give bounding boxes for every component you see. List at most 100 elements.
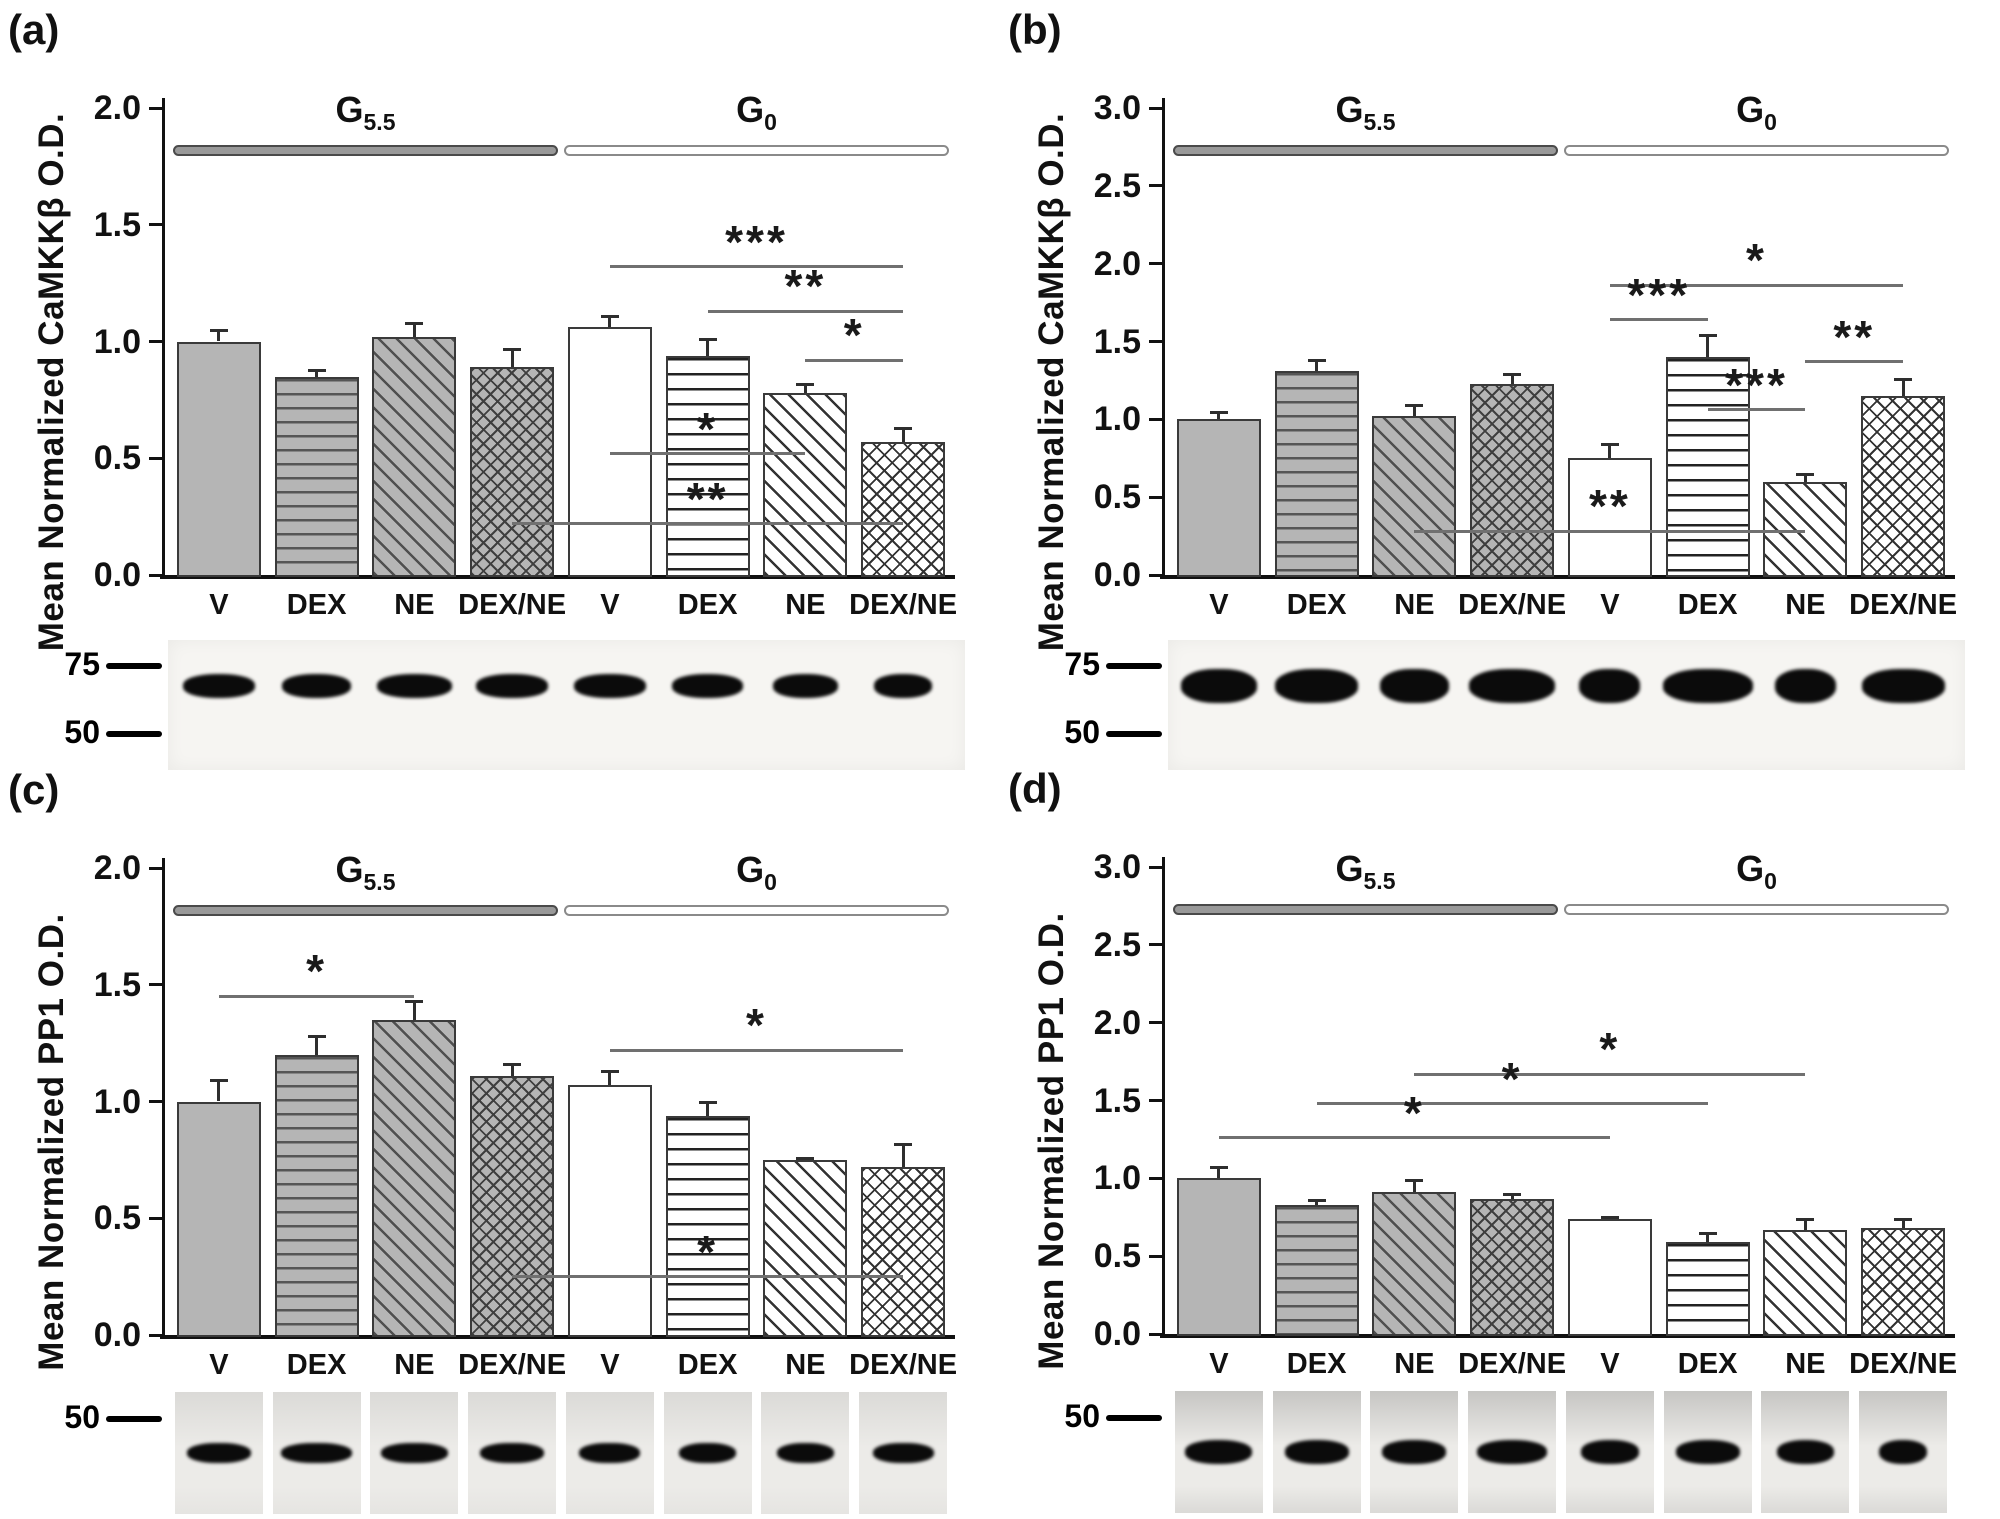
error-bar-cap	[1698, 334, 1717, 338]
group-bar-g55	[1172, 904, 1559, 916]
error-bar-cap	[1405, 1178, 1424, 1182]
y-tick-label: 2.5	[1093, 925, 1141, 964]
category-label: DEX/NE	[458, 1349, 567, 1381]
significance-stars: ***	[1725, 358, 1788, 411]
error-bar-cap	[503, 1063, 522, 1067]
y-tick-label: 0.5	[93, 1199, 141, 1238]
mw-marker-label: 50	[1064, 1397, 1100, 1434]
y-tick-label: 2.0	[1093, 244, 1141, 283]
significance-stars: *	[697, 1225, 719, 1278]
y-tick-mark	[1149, 1176, 1162, 1180]
blot-band	[1185, 1440, 1253, 1464]
error-bar	[706, 1101, 710, 1116]
error-bar	[412, 322, 416, 337]
significance-stars: **	[1588, 480, 1631, 533]
mw-marker-label: 50	[64, 1398, 100, 1435]
error-bar	[1412, 1179, 1416, 1193]
significance-stars: **	[1833, 310, 1876, 363]
blot-band	[573, 674, 646, 698]
significance-stars: *	[746, 999, 767, 1052]
bar	[1861, 1228, 1946, 1336]
bar	[470, 1075, 555, 1337]
group-label-g0: G0	[736, 89, 777, 136]
y-tick-label: 0.5	[1093, 1237, 1141, 1276]
category-label: V	[600, 1349, 620, 1381]
bar	[1372, 1192, 1457, 1336]
error-bar-cap	[503, 347, 522, 351]
bar	[470, 367, 555, 577]
category-label: DEX/NE	[458, 589, 567, 621]
blot-band	[476, 674, 549, 698]
error-bar-cap	[1209, 410, 1228, 414]
error-bar-cap	[1209, 1166, 1228, 1170]
significance-stars: ***	[1627, 268, 1691, 321]
error-bar-cap	[1503, 373, 1522, 377]
bar	[763, 1159, 848, 1337]
category-label: NE	[785, 589, 826, 621]
panel-c: (c) Mean Normalized PP1 O.D. 0.0 0.5 1.0 1.5 2…	[0, 760, 1000, 1519]
significance-stars: *	[1501, 1052, 1523, 1105]
y-tick-mark	[1149, 340, 1162, 343]
group-bar-g0	[563, 145, 950, 157]
error-bar-cap	[600, 1070, 619, 1074]
bar	[176, 341, 261, 577]
blot-band	[1662, 669, 1753, 703]
blot-band	[1476, 1440, 1548, 1464]
mw-marker-dash	[106, 730, 162, 737]
significance-line	[1316, 1102, 1708, 1106]
y-tick-mark	[1149, 1099, 1162, 1102]
y-tick-mark	[149, 223, 162, 227]
bar	[1176, 419, 1261, 577]
error-bar-cap	[1894, 1217, 1913, 1221]
blot-band	[282, 674, 351, 698]
y-tick-label: 0.0	[93, 1316, 141, 1354]
bar	[861, 441, 946, 577]
blot-band	[376, 674, 453, 698]
bar	[1665, 1242, 1750, 1336]
error-bar	[510, 1064, 514, 1076]
category-label: DEX	[1286, 589, 1347, 621]
bar	[1763, 1229, 1848, 1336]
error-bar-cap	[698, 1100, 717, 1104]
panel-letter: (d)	[1008, 765, 1062, 812]
bar	[567, 1085, 652, 1337]
category-label: DEX	[1677, 1348, 1738, 1380]
y-axis-line	[162, 98, 165, 578]
significance-line	[707, 309, 904, 313]
y-tick-label: 1.5	[1093, 1081, 1141, 1120]
category-label: V	[1209, 589, 1229, 621]
mw-marker-label: 50	[64, 713, 100, 750]
bar	[274, 376, 359, 577]
y-axis-line	[1162, 98, 1165, 578]
y-tick-mark	[149, 456, 162, 460]
y-axis-title: Mean Normalized PP1 O.D.	[1032, 911, 1071, 1370]
error-bar-cap	[796, 382, 815, 386]
blot-band	[1380, 669, 1449, 703]
blot-band	[1468, 669, 1556, 703]
y-tick-mark	[149, 1216, 162, 1220]
x-axis-line	[1160, 575, 1955, 579]
category-label: DEX	[1677, 589, 1738, 621]
error-bar	[803, 383, 807, 393]
category-label: NE	[1785, 589, 1826, 621]
bar	[1470, 383, 1555, 577]
western-blot-strip	[1168, 640, 1965, 770]
error-bar	[217, 1080, 221, 1102]
blot-band	[380, 1443, 448, 1463]
blot-band	[1581, 1440, 1639, 1464]
blot-band	[1382, 1440, 1447, 1464]
y-tick-label: 1.0	[1093, 400, 1141, 439]
bar	[1567, 1218, 1652, 1336]
group-label-g55: G5.5	[1335, 848, 1396, 895]
error-bar	[1803, 473, 1807, 482]
significance-line	[1707, 408, 1806, 412]
significance-line	[1414, 529, 1806, 533]
bar	[176, 1101, 261, 1337]
bar	[1665, 357, 1750, 577]
significance-line	[512, 522, 904, 526]
category-label: DEX/NE	[849, 589, 958, 621]
category-label: DEX/NE	[1458, 589, 1567, 621]
category-label: DEX	[286, 1349, 347, 1381]
significance-line	[512, 1275, 904, 1279]
significance-line	[1609, 318, 1708, 322]
